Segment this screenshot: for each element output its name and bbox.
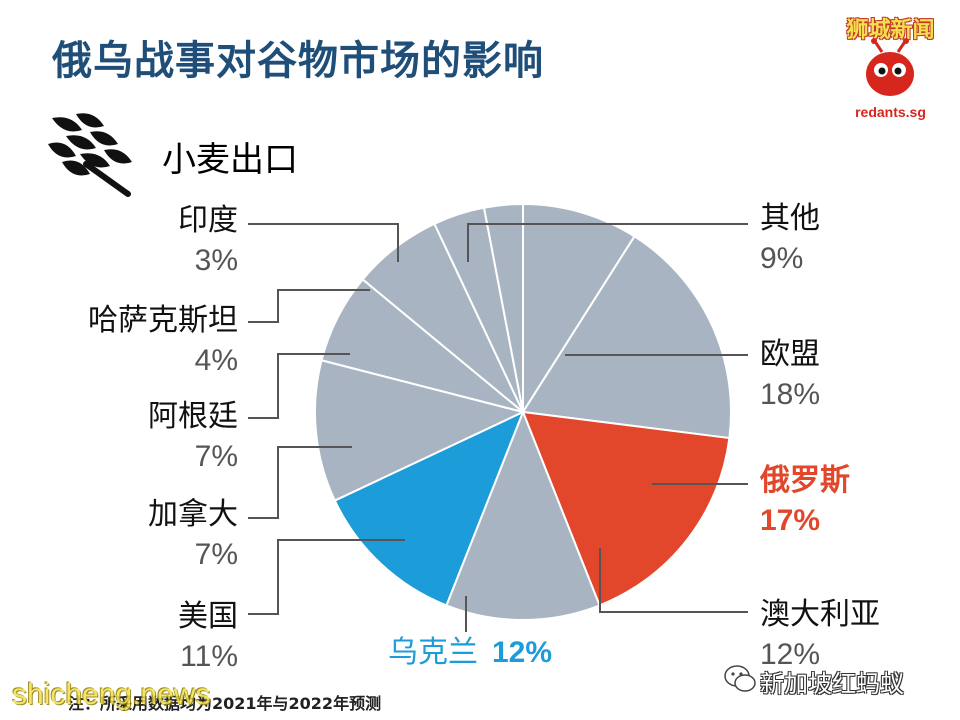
- red-ant-icon: [866, 38, 914, 96]
- label-india-name: 印度: [178, 203, 238, 238]
- label-india-pct: 3%: [194, 244, 238, 277]
- label-eu-name: 欧盟: [760, 337, 820, 372]
- label-ukraine-name: 乌克兰: [388, 635, 478, 670]
- leader-line-argentina: [248, 353, 350, 419]
- label-australia-pct: 12%: [760, 638, 821, 671]
- page-title: 俄乌战事对谷物市场的影响: [52, 38, 544, 84]
- pie-slice-india: [482, 202, 524, 413]
- pie-slice-russia: [521, 410, 731, 607]
- brand-logo-url: redants.sg: [855, 104, 926, 120]
- footnote: 注：所采用数据均为2021年与2022年预测: [68, 694, 382, 713]
- pie-slice-australia: [445, 409, 601, 621]
- leader-line-india: [248, 223, 399, 262]
- label-usa: 美国 11%: [178, 602, 238, 672]
- leader-line-kazakhstan: [248, 289, 370, 323]
- label-australia-name: 澳大利亚: [760, 597, 880, 632]
- label-russia: 俄罗斯 17%: [760, 466, 850, 536]
- label-australia: 澳大利亚 12%: [760, 600, 880, 670]
- leader-line-australia: [599, 548, 748, 613]
- label-argentina: 阿根廷 7%: [148, 402, 238, 472]
- watermark-right: 新加坡红蚂蚁: [760, 670, 904, 698]
- label-argentina-pct: 7%: [194, 440, 238, 473]
- label-other-name: 其他: [760, 201, 820, 236]
- label-kazakhstan-pct: 4%: [194, 344, 238, 377]
- label-eu-pct: 18%: [760, 378, 821, 411]
- watermark-left: shicheng.news: [12, 678, 211, 711]
- label-russia-name: 俄罗斯: [760, 463, 850, 498]
- label-other: 其他 9%: [760, 204, 820, 274]
- label-usa-name: 美国: [178, 599, 238, 634]
- leader-line-usa: [248, 539, 405, 615]
- label-india: 印度 3%: [178, 206, 238, 276]
- label-kazakhstan-name: 哈萨克斯坦: [88, 303, 238, 338]
- label-argentina-name: 阿根廷: [148, 399, 238, 434]
- wechat-icon: [724, 665, 756, 692]
- label-ukraine-pct: 12%: [492, 636, 553, 669]
- label-kazakhstan: 哈萨克斯坦 4%: [88, 306, 238, 376]
- pie-slice-eu: [521, 234, 732, 440]
- label-eu: 欧盟 18%: [760, 340, 820, 410]
- pie-slice-other: [522, 202, 636, 416]
- brand-logo: 狮城新闻 redants.sg: [838, 12, 943, 132]
- label-canada-pct: 7%: [194, 538, 238, 571]
- label-canada: 加拿大 7%: [148, 500, 238, 570]
- label-other-pct: 9%: [760, 242, 804, 275]
- label-ukraine: 乌克兰 12%: [388, 638, 552, 668]
- chart-title: 小麦出口: [162, 140, 298, 180]
- brand-logo-name: 狮城新闻: [846, 18, 935, 43]
- pie-slice-ukraine: [333, 410, 525, 607]
- pie-slice-usa: [314, 359, 526, 502]
- label-russia-pct: 17%: [760, 504, 821, 537]
- leader-line-other: [467, 223, 748, 262]
- wheat-icon: [48, 113, 132, 197]
- leader-line-canada: [248, 446, 352, 519]
- label-usa-pct: 11%: [180, 640, 238, 673]
- label-canada-name: 加拿大: [148, 497, 238, 532]
